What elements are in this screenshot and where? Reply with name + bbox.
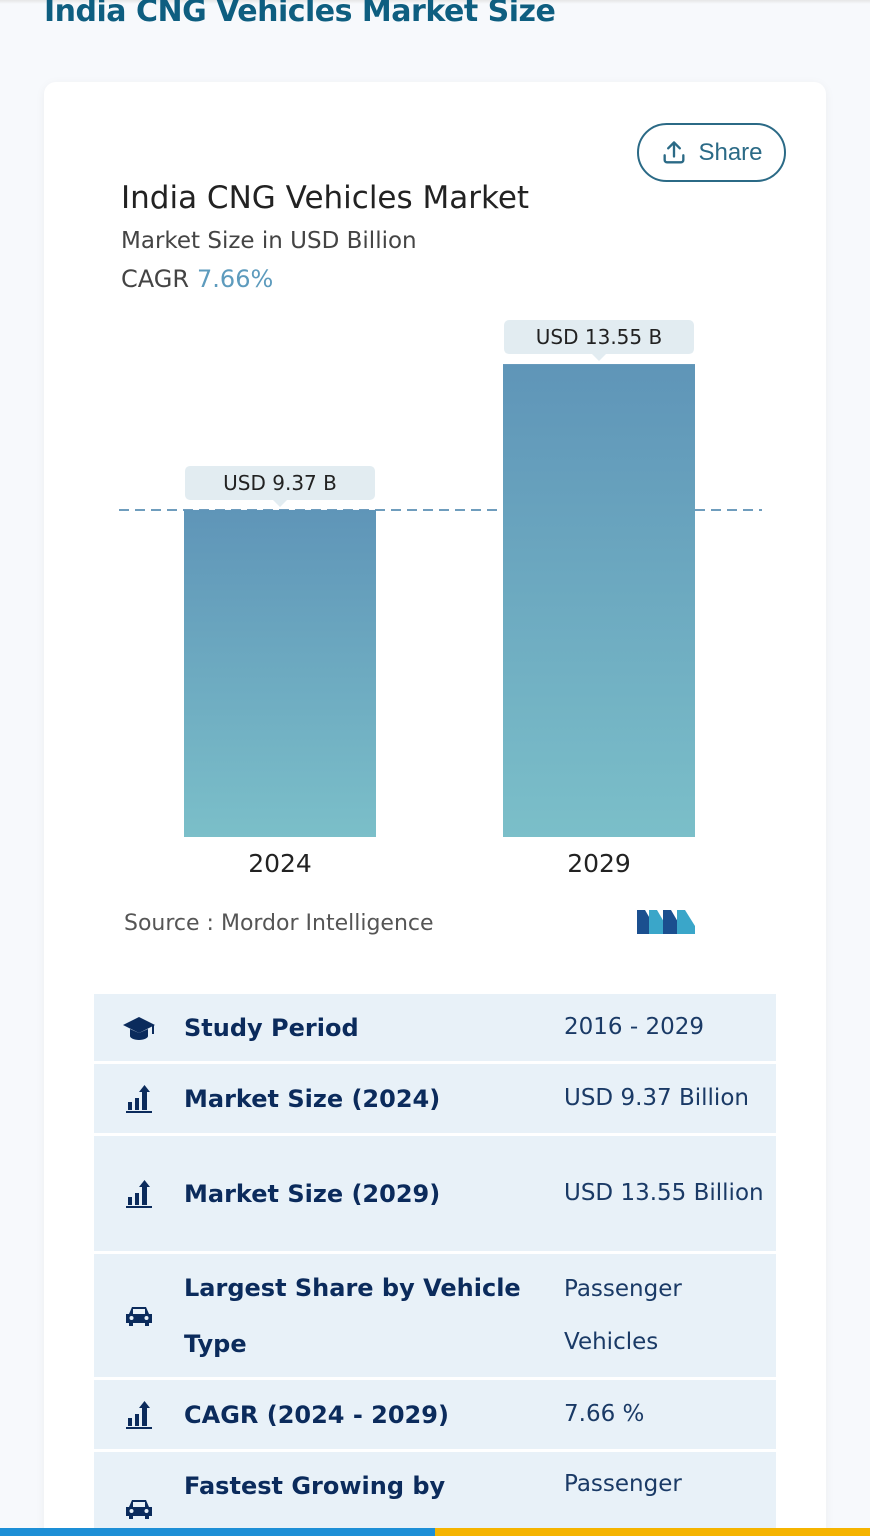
bar-2024 [184, 509, 376, 837]
x-tick-label: 2024 [248, 849, 312, 878]
stats-row: Largest Share by Vehicle Type Passenger V… [94, 1254, 776, 1380]
stats-value: 2016 - 2029 [564, 1014, 704, 1040]
chart-subtitle: Market Size in USD Billion [121, 228, 417, 254]
stats-row: CAGR (2024 - 2029) 7.66 % [94, 1380, 776, 1452]
data-label-bg [504, 320, 694, 355]
stats-row: Market Size (2024) USD 9.37 Billion [94, 1064, 776, 1136]
data-label: USD 9.37 B [223, 471, 337, 495]
x-tick-label: 2029 [567, 849, 631, 878]
share-label: Share [698, 138, 763, 166]
bottom-bar-blue [0, 1528, 435, 1536]
stats-table: Study Period 2016 - 2029 Market Size (2024… [94, 994, 776, 1536]
chart-cagr: CAGR 7.66% [121, 265, 273, 293]
stats-value: USD 9.37 Billion [564, 1085, 749, 1111]
source-text: Source : Mordor Intelligence [124, 911, 434, 936]
stats-label: Largest Share by Vehicle Type [184, 1273, 521, 1358]
bar-chart: USD 9.37 B 2024 USD 13.55 B 2029 [119, 320, 762, 878]
cagr-label: CAGR [121, 265, 190, 293]
graduation-cap-icon [94, 1013, 184, 1043]
share-icon [663, 140, 685, 163]
stats-label: Market Size (2029) [184, 1179, 441, 1208]
stats-label: Fastest Growing by [184, 1472, 446, 1500]
stats-value: 7.66 % [564, 1401, 645, 1427]
stats-label: Study Period [184, 1013, 359, 1042]
bottom-progress-bar [0, 1528, 870, 1536]
data-label: USD 13.55 B [536, 325, 662, 349]
cagr-value: 7.66% [197, 265, 274, 293]
stats-value: Passenger [564, 1471, 682, 1497]
bar-growth-icon [94, 1179, 184, 1209]
chart-title: India CNG Vehicles Market [121, 180, 530, 216]
car-icon [94, 1496, 184, 1522]
stats-row: Study Period 2016 - 2029 [94, 994, 776, 1064]
stats-row: Fastest Growing by Passenger [94, 1452, 776, 1536]
bar-2029 [503, 364, 695, 837]
data-label-bg [185, 465, 375, 500]
stats-value: USD 13.55 Billion [564, 1180, 764, 1206]
data-label-pointer [592, 354, 606, 362]
stats-row: Market Size (2029) USD 13.55 Billion [94, 1136, 776, 1254]
car-icon [94, 1303, 184, 1329]
top-shadow [0, 0, 870, 4]
share-button[interactable]: Share [637, 123, 786, 182]
bar-growth-icon [94, 1400, 184, 1430]
stats-value: Passenger Vehicles [564, 1275, 682, 1355]
stats-label: CAGR (2024 - 2029) [184, 1400, 449, 1429]
bottom-bar-gold [435, 1528, 870, 1536]
bar-growth-icon [94, 1084, 184, 1114]
page-title: India CNG Vehicles Market Size [44, 0, 556, 29]
mordor-logo [637, 910, 695, 934]
data-label-pointer [273, 499, 287, 507]
stats-label: Market Size (2024) [184, 1084, 441, 1113]
